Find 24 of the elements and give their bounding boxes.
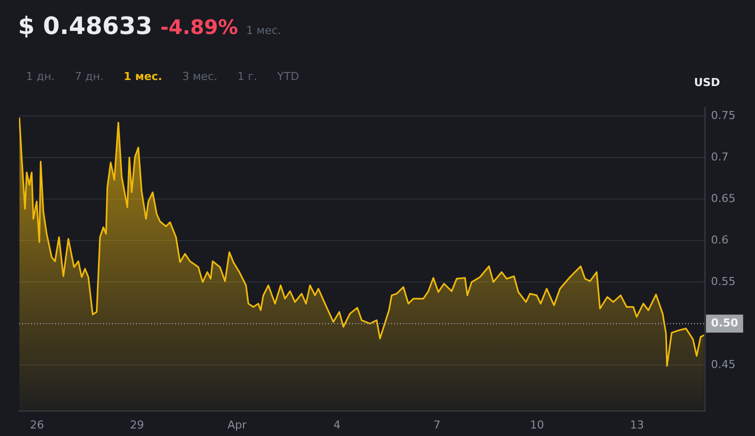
y-tick-label: 0.55 (711, 274, 736, 288)
text: 1 г. (237, 70, 258, 83)
x-tick-label: 7 (434, 418, 440, 432)
y-tick-label: 0.45 (711, 358, 736, 371)
x-tick-label: 10 (530, 418, 544, 432)
y-tick-label: 0.75 (711, 108, 736, 122)
x-tick-label: 26 (30, 418, 44, 432)
y-tick-label: 0.6 (711, 233, 728, 246)
text: 1 мес. (246, 24, 282, 37)
text: 1 мес. (124, 70, 162, 83)
y-tick-label: 0.7 (711, 150, 728, 164)
ref-line-label: 0.50 (711, 316, 738, 330)
y-tick-label: 0.65 (711, 192, 736, 205)
x-tick-label: 29 (130, 418, 144, 432)
text: 7 дн. (74, 70, 104, 83)
y-axis-title: USD (694, 76, 720, 89)
chart-title: $ 0.48633 (18, 12, 152, 40)
text: 3 мес. (182, 70, 218, 83)
chart-subtitle: -4.89% (160, 15, 238, 39)
x-tick-label: 4 (334, 418, 340, 432)
x-tick-label: 13 (630, 418, 644, 432)
text: YTD (277, 70, 300, 83)
x-tick-label: Apr (227, 418, 247, 432)
text: 1 дн. (26, 70, 55, 83)
